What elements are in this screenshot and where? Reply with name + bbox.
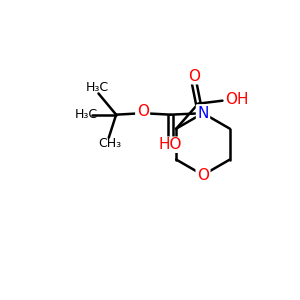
- Text: N: N: [197, 106, 209, 121]
- Text: O: O: [136, 104, 148, 119]
- Text: OH: OH: [225, 92, 248, 107]
- Text: HO: HO: [159, 137, 182, 152]
- Text: CH₃: CH₃: [99, 137, 122, 150]
- Text: H₃C: H₃C: [85, 81, 109, 94]
- Text: O: O: [197, 167, 209, 182]
- Text: H₃C: H₃C: [74, 108, 98, 121]
- Text: O: O: [188, 69, 200, 84]
